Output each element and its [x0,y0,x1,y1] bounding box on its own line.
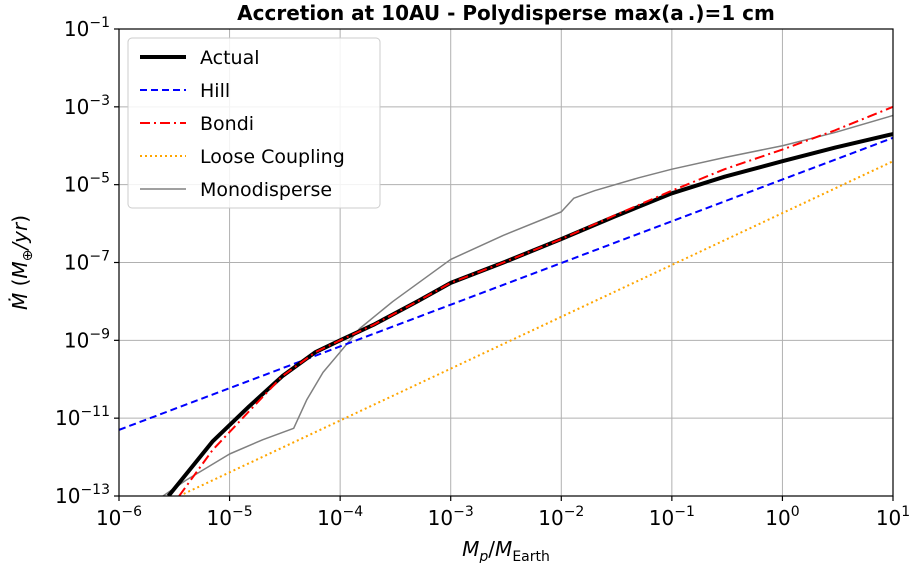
y-tick-label: 10−1 [64,15,110,41]
y-tick-label: 10−5 [64,171,110,197]
x-tick-label: 10−5 [207,504,253,530]
series-line-hill [119,136,893,431]
series-line-actual [166,132,893,496]
y-tick-label: 10−7 [64,249,110,275]
legend-box [127,37,381,209]
y-tick-label: 10−13 [55,482,110,508]
x-tick-label: 100 [765,504,799,530]
legend-label: Hill [200,80,230,102]
series-line-monodisperse [162,114,893,496]
axis-ticks: 10−6 10−5 10−4 10−3 10−2 10−1 100 10110−1310−11… [55,15,910,530]
chart-title: Accretion at 10AU - Polydisperse max(a .… [237,1,775,25]
series-lines [119,105,893,496]
y-tick-label: 10−3 [64,93,110,119]
x-tick-label: 10−6 [96,504,142,530]
x-tick-label: 10−3 [428,504,474,530]
y-axis-label: Ṁ (M⊕/yr) [8,215,36,310]
series-line-loose-coupling [178,160,893,496]
y-tick-label: 10−9 [64,326,110,352]
x-tick-label: 10−1 [649,504,695,530]
x-tick-label: 101 [876,504,910,530]
legend-label: Monodisperse [200,179,332,201]
grid-lines [118,28,894,497]
series-line-bondi [178,105,893,496]
legend: Actual Hill Bondi Loose Coupling Monodispers… [127,37,381,209]
x-tick-label: 10−2 [538,504,584,530]
legend-label: Bondi [200,113,254,135]
y-tick-label: 10−11 [55,404,110,430]
legend-label: Loose Coupling [200,146,345,168]
legend-label: Actual [200,47,260,69]
x-tick-label: 10−4 [317,504,363,530]
x-axis-label: Mp/MEarth [462,537,550,563]
